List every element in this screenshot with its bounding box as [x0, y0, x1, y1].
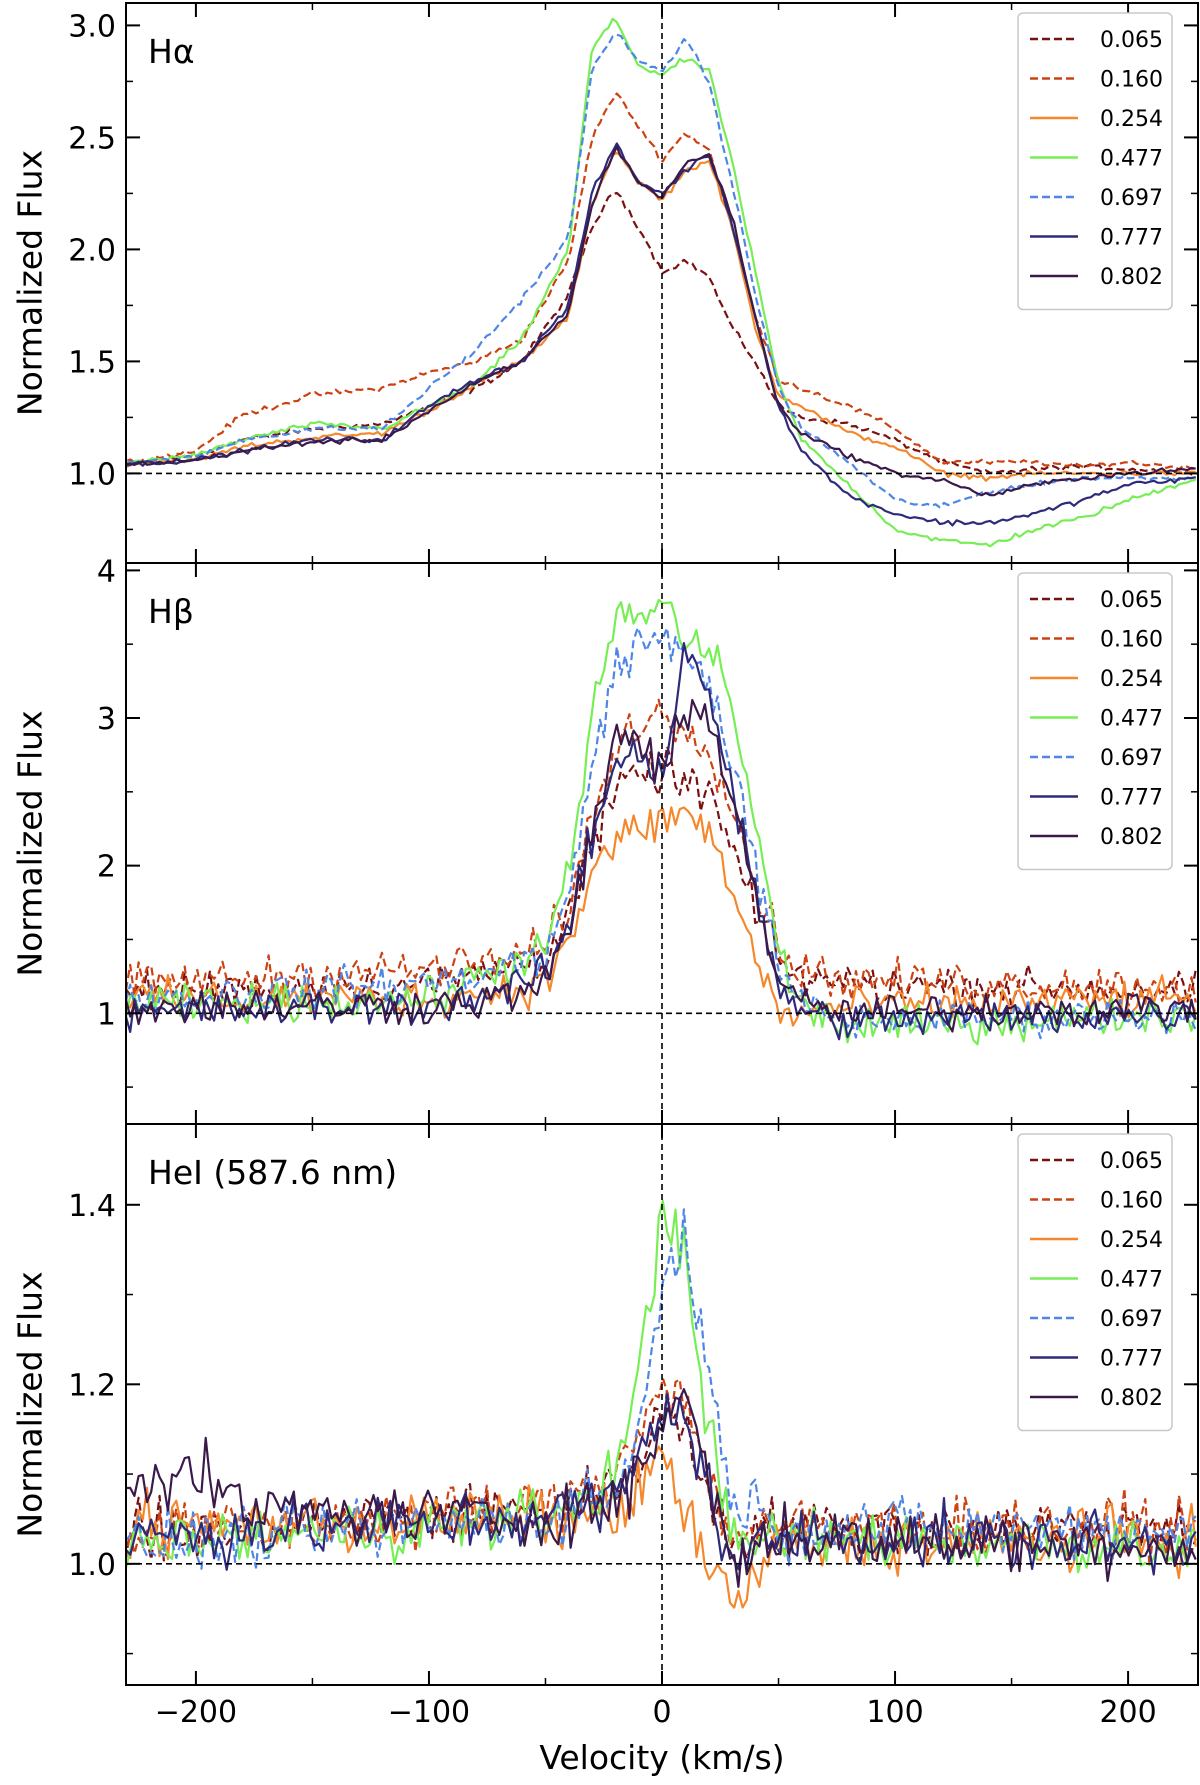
y-tick-label: 2.5: [68, 121, 116, 156]
plot-area: [126, 1199, 1197, 1609]
legend-label-0.777: 0.777: [1100, 1347, 1163, 1372]
legend: 0.065 0.160 0.254 0.477 0.697 0.777 0.802: [1017, 12, 1173, 311]
x-tick-label: 200: [1099, 1695, 1156, 1730]
series-line-0.777: [126, 142, 1196, 527]
legend-label-0.160: 0.160: [1100, 68, 1163, 93]
series-line-0.065: [126, 745, 1197, 1011]
legend-label-0.697: 0.697: [1100, 186, 1163, 211]
y-axis: 1 2 3 4: [97, 554, 1198, 1088]
legend-label-0.802: 0.802: [1100, 825, 1163, 850]
x-tick-label: −100: [388, 1695, 470, 1730]
y-tick-label: 1.0: [68, 1548, 116, 1583]
legend-label-0.777: 0.777: [1100, 226, 1163, 251]
legend-label-0.477: 0.477: [1100, 1268, 1163, 1293]
plot-area: [126, 598, 1197, 1046]
y-tick-label: 1.0: [68, 457, 116, 492]
legend-label-0.065: 0.065: [1100, 588, 1163, 613]
legend-label-0.254: 0.254: [1100, 107, 1163, 132]
series-line-0.254: [126, 1445, 1197, 1609]
y-tick-label: 1.5: [68, 345, 116, 380]
legend-label-0.697: 0.697: [1100, 1307, 1163, 1332]
series-line-0.697: [126, 1208, 1197, 1570]
x-tick-label: −200: [155, 1695, 237, 1730]
legend-label-0.160: 0.160: [1100, 628, 1163, 653]
legend-label-0.254: 0.254: [1100, 667, 1163, 692]
panel-2: 1 2 3 4 Normalized Flux Hβ 0.065 0.160 0.254 0.47…: [11, 554, 1199, 1125]
y-tick-label: 2.0: [68, 233, 116, 268]
series-line-0.477: [126, 17, 1196, 548]
legend-label-0.477: 0.477: [1100, 707, 1163, 732]
y-tick-label: 3: [97, 702, 116, 737]
legend-label-0.697: 0.697: [1100, 746, 1163, 771]
y-tick-label: 1: [97, 997, 116, 1032]
y-tick-label: 1.4: [68, 1189, 116, 1224]
plot-area: [126, 17, 1196, 548]
y-tick-label: 2: [97, 850, 116, 885]
series-line-0.802: [126, 698, 1197, 1033]
panel-title: HeI (587.6 nm): [148, 1153, 397, 1192]
series-line-0.065: [126, 191, 1196, 476]
series-line-0.160: [126, 698, 1197, 1007]
legend-label-0.254: 0.254: [1100, 1228, 1163, 1253]
y-axis-title: Normalized Flux: [11, 1271, 50, 1537]
x-axis: −200 −100 0 100 200: [155, 1124, 1157, 1730]
y-axis: 1.0 1.5 2.0 2.5 3.0: [68, 9, 1198, 531]
legend-label-0.802: 0.802: [1100, 1386, 1163, 1411]
y-axis-title: Normalized Flux: [11, 150, 50, 416]
legend-label-0.477: 0.477: [1100, 147, 1163, 172]
y-tick-label: 1.2: [68, 1368, 116, 1403]
series-line-0.802: [126, 145, 1196, 497]
legend: 0.065 0.160 0.254 0.477 0.697 0.777 0.802: [1017, 1133, 1173, 1432]
x-tick-label: 0: [652, 1695, 671, 1730]
panel-1: 1.0 1.5 2.0 2.5 3.0 Normalized Flux Hα 0.065 0.1…: [11, 2, 1199, 564]
y-axis: 1.0 1.2 1.4: [68, 1189, 1198, 1655]
legend-label-0.065: 0.065: [1100, 28, 1163, 53]
panel-title: Hα: [148, 32, 195, 71]
x-axis-title: Velocity (km/s): [539, 1738, 784, 1777]
y-axis-title: Normalized Flux: [11, 710, 50, 976]
series-line-0.697: [126, 626, 1197, 1040]
series-line-0.802: [126, 1387, 1197, 1588]
panel-3: 1.0 1.2 1.4 −200 −100 0 100 200 Normalized Flux H…: [11, 1123, 1199, 1777]
series-line-0.160: [126, 92, 1196, 471]
legend-label-0.160: 0.160: [1100, 1189, 1163, 1214]
legend: 0.065 0.160 0.254 0.477 0.697 0.777 0.802: [1017, 572, 1173, 871]
legend-label-0.777: 0.777: [1100, 786, 1163, 811]
y-tick-label: 4: [97, 554, 116, 589]
x-axis: [194, 563, 1130, 1124]
series-line-0.160: [126, 1377, 1196, 1568]
legend-label-0.802: 0.802: [1100, 265, 1163, 290]
legend-label-0.065: 0.065: [1100, 1149, 1163, 1174]
y-tick-label: 3.0: [68, 9, 116, 44]
series-line-0.697: [126, 33, 1196, 509]
panel-title: Hβ: [148, 592, 194, 631]
x-tick-label: 100: [866, 1695, 923, 1730]
